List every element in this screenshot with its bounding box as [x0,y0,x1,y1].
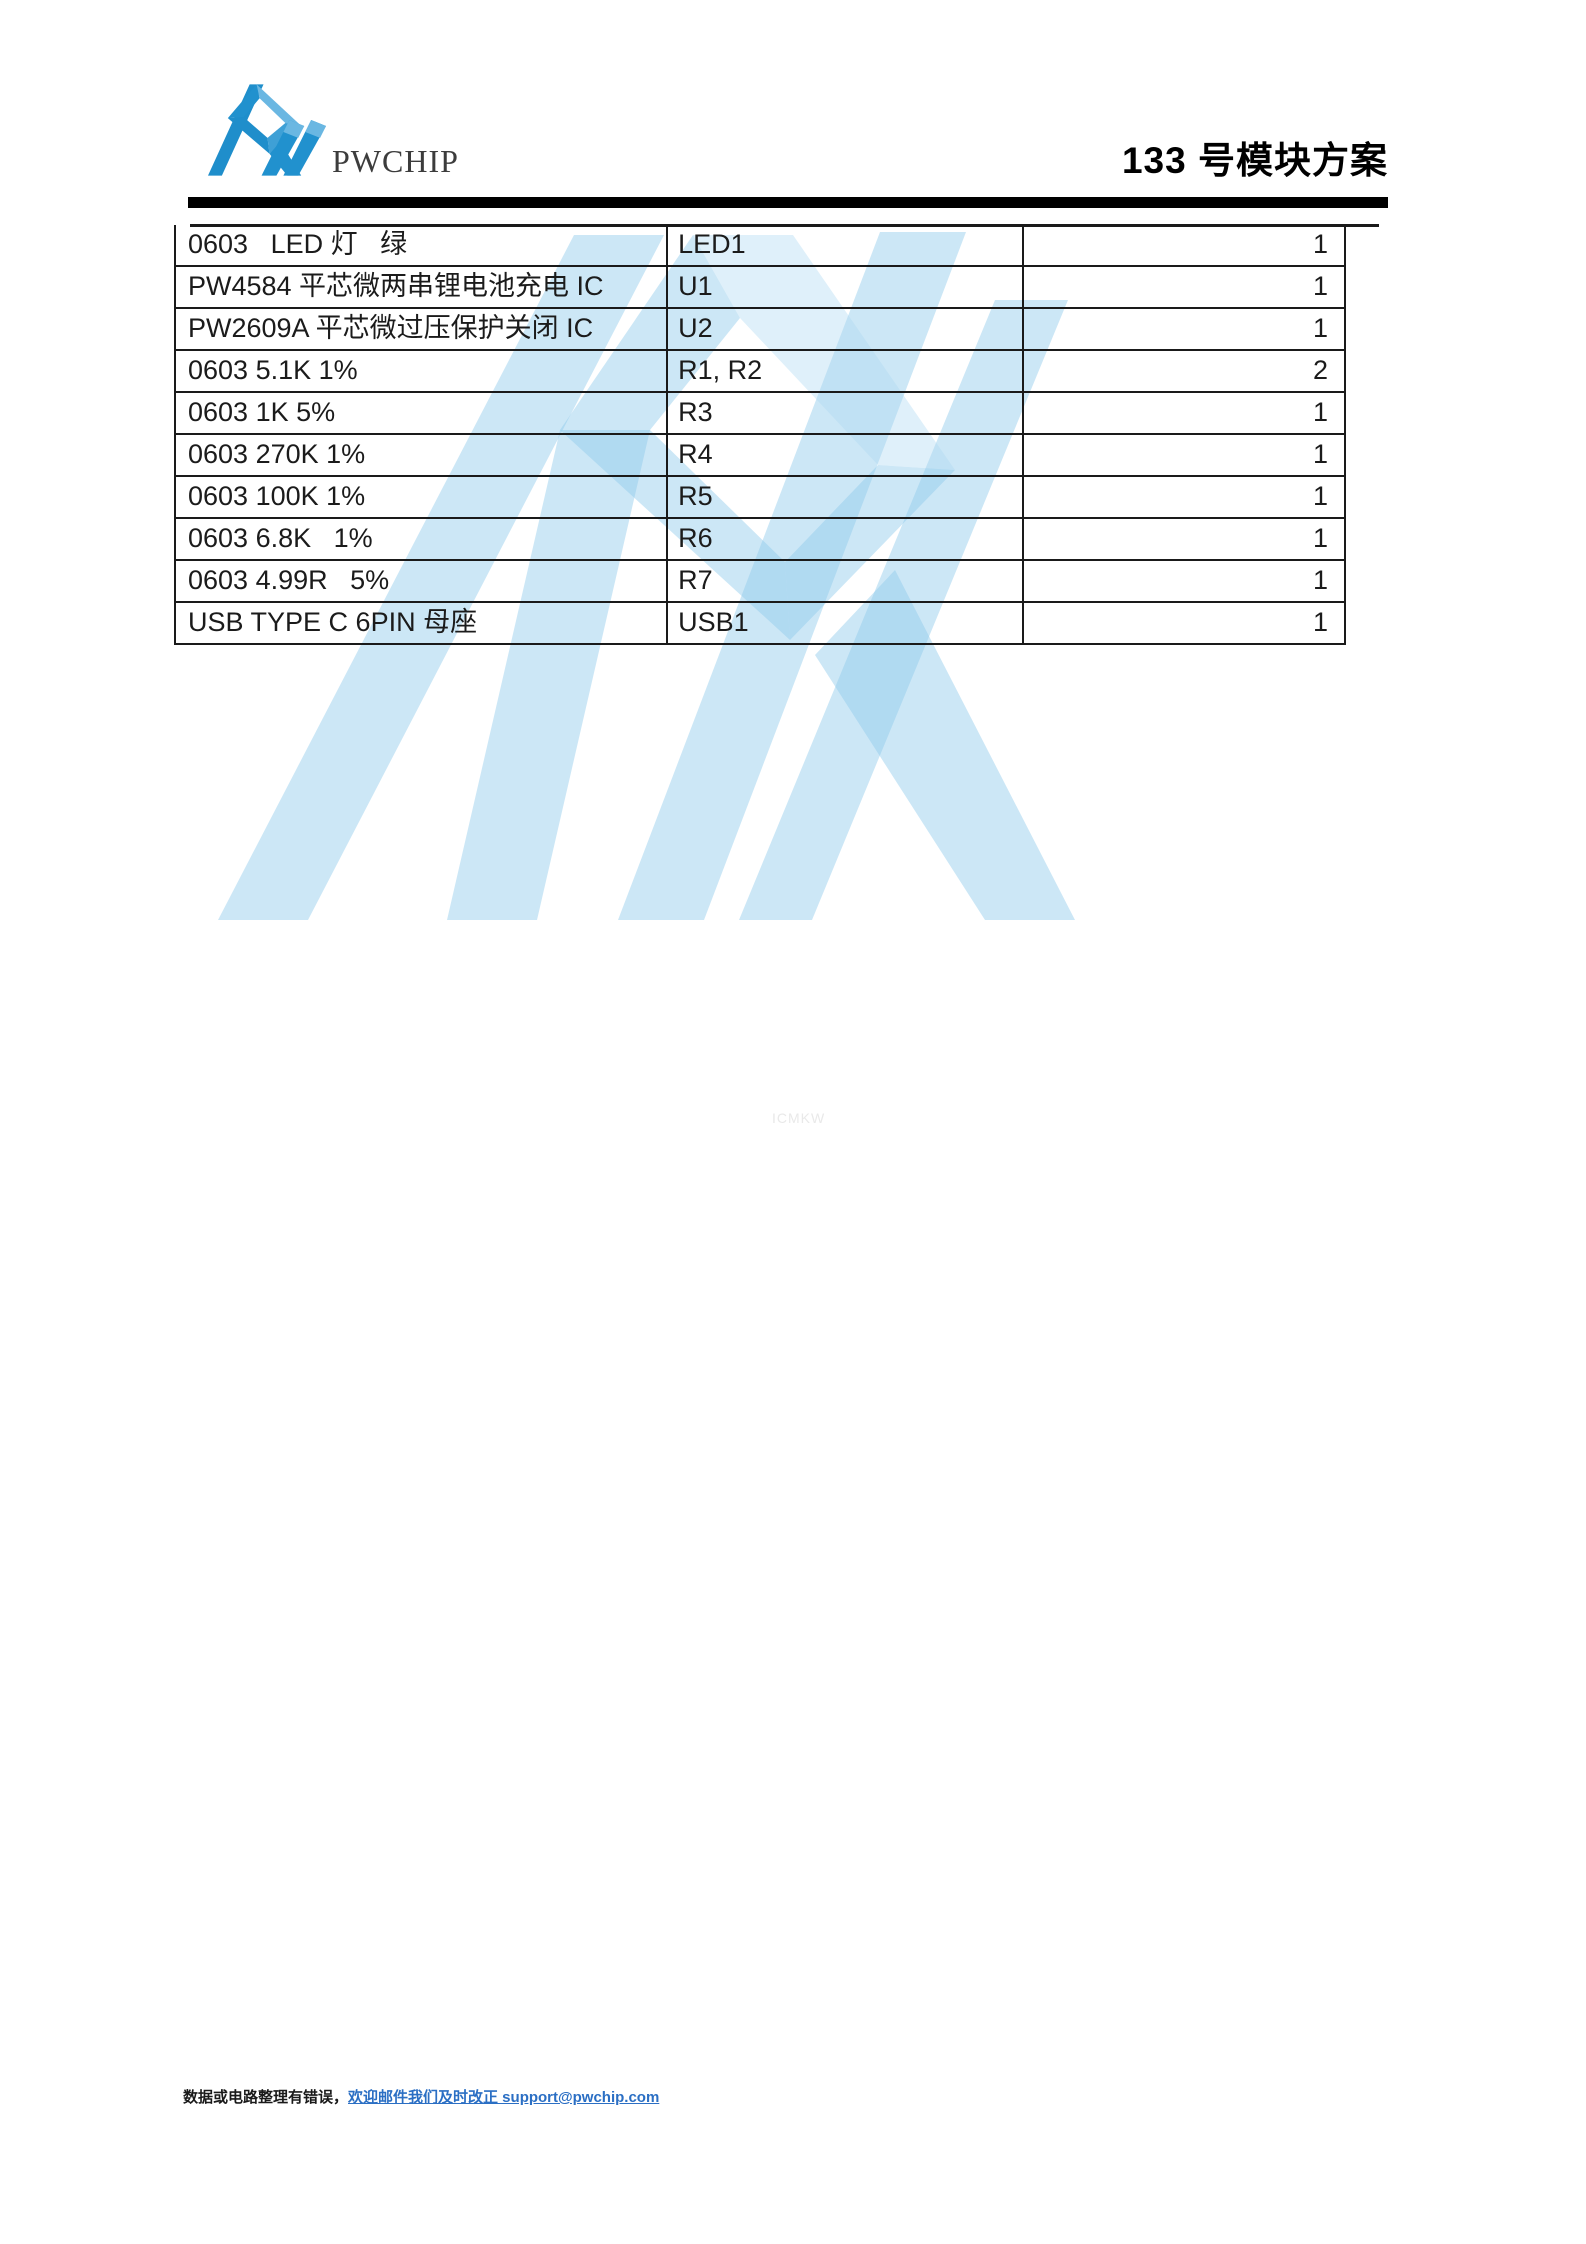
table-row: 0603 270K 1% R4 1 [176,435,1344,477]
cell-ref-designator: R4 [666,435,1021,475]
cell-description: PW4584 平芯微两串锂电池充电 IC [188,271,604,301]
page-footer: 数据或电路整理有错误，欢迎邮件我们及时改正 support@pwchip.com [183,2086,659,2107]
logo-diamond-bl [227,117,270,154]
cell-ref-designator: U1 [666,267,1021,307]
table-row: PW4584 平芯微两串锂电池充电 IC U1 1 [176,267,1344,309]
ghost-watermark-text: ICMKW [772,1110,826,1126]
pwchip-logo-icon [207,84,327,176]
page-title: 133 号模块方案 [1121,140,1388,181]
cell-quantity: 1 [1021,519,1344,559]
cell-quantity: 1 [1021,309,1344,349]
cell-description: 0603 6.8K 1% [188,523,373,553]
cell-description: PW2609A 平芯微过压保护关闭 IC [188,313,594,343]
logo-diamond-tr [256,84,300,125]
cell-quantity: 1 [1021,267,1344,307]
cell-ref-designator: R7 [666,561,1021,601]
logo-slash-2-cap [305,120,327,138]
cell-description: 0603 5.1K 1% [188,355,358,385]
cell-quantity: 2 [1021,351,1344,391]
table-row: 0603 5.1K 1% R1, R2 2 [176,351,1344,393]
cell-ref-designator: R1, R2 [666,351,1021,391]
cell-ref-designator: USB1 [666,603,1021,643]
cell-quantity: 1 [1021,393,1344,433]
cell-quantity: 1 [1021,561,1344,601]
table-row: 0603 1K 5% R3 1 [176,393,1344,435]
table-top-border [190,224,1379,227]
table-row: 0603 100K 1% R5 1 [176,477,1344,519]
cell-ref-designator: LED1 [666,225,1021,265]
footer-notice: 数据或电路整理有错误， [183,2089,349,2106]
brand-name: PWCHIP [332,143,459,179]
footer-support-link[interactable]: 欢迎邮件我们及时改正 support@pwchip.com [348,2089,660,2106]
cell-ref-designator: R6 [666,519,1021,559]
table-row: USB TYPE C 6PIN 母座 USB1 1 [176,603,1344,645]
table-row: 0603 LED 灯 绿 LED1 1 [176,225,1344,267]
cell-description: 0603 4.99R 5% [188,565,390,595]
cell-ref-designator: R5 [666,477,1021,517]
logo-slash-1-cap [283,120,305,138]
cell-description: USB TYPE C 6PIN 母座 [188,607,478,637]
cell-quantity: 1 [1021,435,1344,475]
cell-description: 0603 1K 5% [188,397,336,427]
table-row: PW2609A 平芯微过压保护关闭 IC U2 1 [176,309,1344,351]
table-row: 0603 4.99R 5% R7 1 [176,561,1344,603]
logo-diamond-tl [227,84,260,119]
bom-table: 0603 LED 灯 绿 LED1 1 PW4584 平芯微两串锂电池充电 IC… [174,225,1346,645]
cell-ref-designator: R3 [666,393,1021,433]
cell-description: 0603 100K 1% [188,481,366,511]
cell-description: 0603 LED 灯 绿 [188,229,408,259]
cell-ref-designator: U2 [666,309,1021,349]
cell-quantity: 1 [1021,603,1344,643]
header-rule [188,197,1388,208]
cell-description: 0603 270K 1% [188,439,366,469]
cell-quantity: 1 [1021,477,1344,517]
table-row: 0603 6.8K 1% R6 1 [176,519,1344,561]
cell-quantity: 1 [1021,225,1344,265]
